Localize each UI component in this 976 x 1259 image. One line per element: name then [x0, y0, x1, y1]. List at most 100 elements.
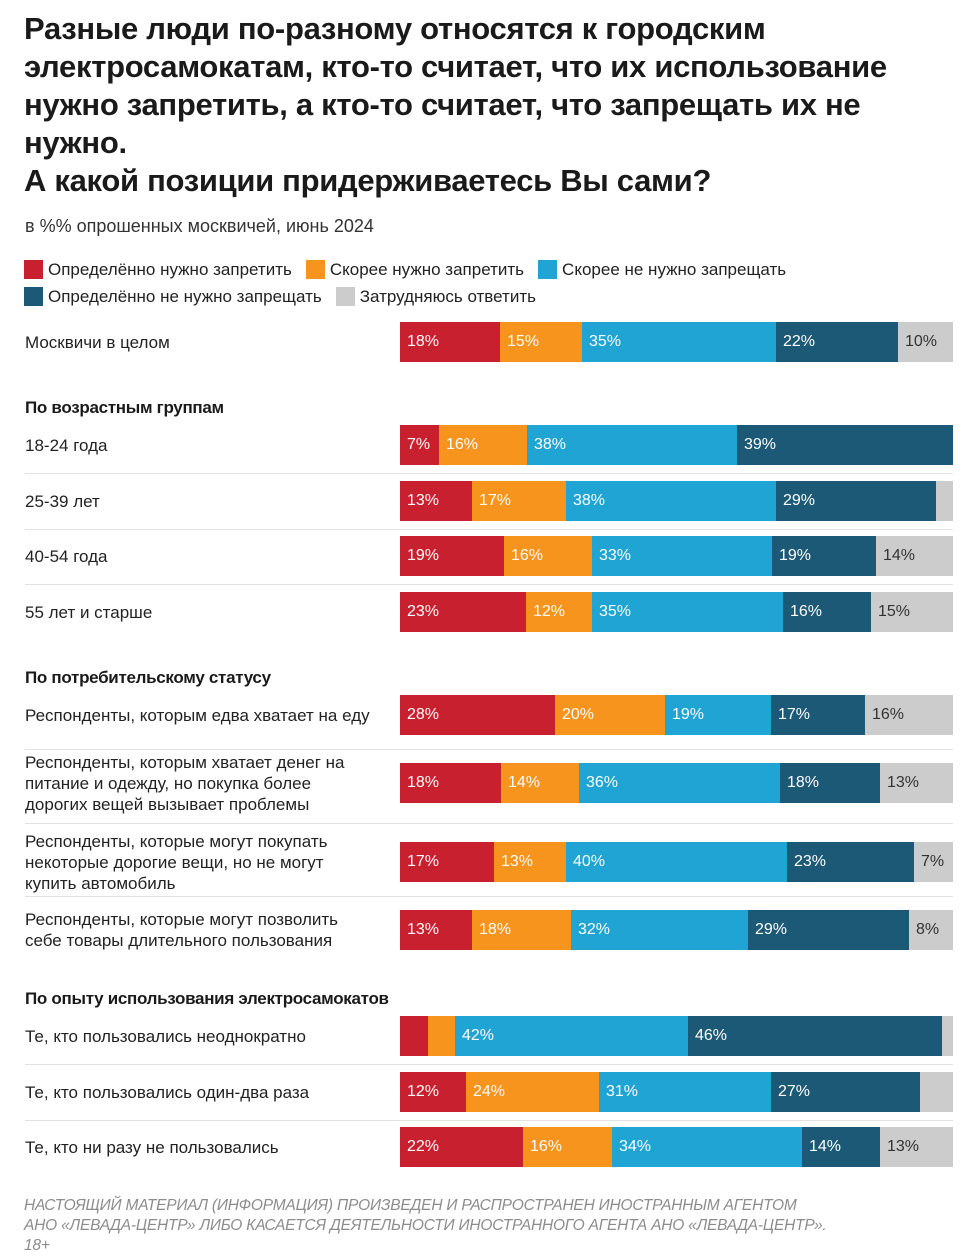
bar-segment: 27% — [771, 1072, 920, 1112]
bar-segment: 23% — [787, 842, 914, 882]
data-label: 38% — [573, 492, 606, 509]
footer-disclaimer: НАСТОЯЩИЙ МАТЕРИАЛ (ИНФОРМАЦИЯ) ПРОИЗВЕД… — [24, 1196, 959, 1256]
legend-item: Определённо нужно запретить — [24, 260, 292, 280]
legend-swatch — [335, 287, 355, 306]
bar-segment: 13% — [880, 1127, 953, 1167]
bar-segment: 24% — [466, 1072, 599, 1112]
data-label: 39% — [744, 436, 777, 453]
data-label: 16% — [790, 603, 823, 620]
data-label: 20% — [562, 706, 595, 723]
data-label: 16% — [530, 1138, 563, 1155]
legend-label: Определённо не нужно запрещать — [48, 286, 322, 306]
bar-segment: 22% — [400, 1127, 523, 1167]
bar-segment: 19% — [400, 536, 504, 576]
row-label-text: Респонденты, которые могут покупать неко… — [25, 831, 328, 893]
bar-segment: 12% — [400, 1072, 466, 1112]
row-label: Респонденты, которые могут позволить себ… — [25, 898, 390, 962]
stacked-bar: 28% 20% 19% 17% 16% — [400, 695, 953, 735]
bar-segment: 29% — [748, 910, 909, 950]
data-label: 18% — [787, 774, 820, 791]
bar-segment: 13% — [400, 481, 472, 521]
row-label-text: Те, кто пользовались неоднократно — [25, 1026, 306, 1046]
bar-segment: 18% — [400, 322, 500, 362]
stacked-bar: 18% 15% 35% 22% 10% — [400, 322, 953, 362]
data-label: 13% — [887, 774, 920, 791]
bar-segment: 18% — [400, 763, 501, 803]
row-label-text: 25-39 лет — [25, 491, 100, 511]
row-label-text: Те, кто пользовались один-два раза — [25, 1082, 310, 1102]
footer-line: 18+ — [24, 1237, 50, 1254]
data-label: 12% — [407, 1083, 440, 1100]
bar-segment: 15% — [871, 592, 953, 632]
data-label: 17% — [479, 492, 512, 509]
bar-segment: 42% — [455, 1016, 688, 1056]
footer-line: НАСТОЯЩИЙ МАТЕРИАЛ (ИНФОРМАЦИЯ) ПРОИЗВЕД… — [24, 1197, 797, 1214]
bar-segment: 7% — [400, 425, 439, 465]
stacked-bar: 12% 24% 31% 27% — [400, 1072, 953, 1112]
bar-segment: 23% — [400, 592, 526, 632]
data-label: 28% — [407, 706, 440, 723]
data-label: 36% — [586, 774, 619, 791]
data-label: 19% — [672, 706, 705, 723]
data-label: 8% — [916, 921, 940, 938]
bar-segment: 31% — [599, 1072, 771, 1112]
chart-title: Разные люди по-разному относятся к город… — [24, 11, 887, 198]
row-label: Москвичи в целом — [25, 310, 390, 374]
bar-segment: 16% — [439, 425, 527, 465]
bar-segment: 34% — [612, 1127, 802, 1167]
bar-segment — [936, 481, 953, 521]
row-label-text: Те, кто ни разу не пользовались — [25, 1137, 279, 1157]
section-title: По возрастным группам — [25, 398, 224, 417]
data-label: 24% — [473, 1083, 506, 1100]
bar-segment: 16% — [783, 592, 871, 632]
bar-segment: 18% — [472, 910, 571, 950]
bar-segment: 22% — [776, 322, 898, 362]
bar-segment: 7% — [914, 842, 953, 882]
section-title: По опыту использования электросамокатов — [25, 989, 389, 1008]
bar-segment: 38% — [527, 425, 737, 465]
row-label-text: Респонденты, которым едва хватает на еду — [25, 705, 370, 725]
stacked-bar: 13% 18% 32% 29% 8% — [400, 910, 953, 950]
bar-segment: 36% — [579, 763, 780, 803]
legend: Определённо нужно запретить Скорее нужно… — [24, 256, 954, 310]
row-label: Респонденты, которым едва хватает на еду — [25, 683, 390, 747]
data-label: 16% — [511, 547, 544, 564]
bar-segment: 13% — [494, 842, 566, 882]
data-label: 10% — [905, 333, 938, 350]
bar-segment: 13% — [880, 763, 953, 803]
data-label: 31% — [606, 1083, 639, 1100]
stacked-bar: 23% 12% 35% 16% 15% — [400, 592, 953, 632]
legend-swatch — [538, 260, 558, 279]
row-label: 25-39 лет — [25, 469, 390, 533]
stacked-bar: 18% 14% 36% 18% 13% — [400, 763, 953, 803]
data-label: 42% — [462, 1027, 495, 1044]
data-label: 32% — [578, 921, 611, 938]
data-label: 16% — [446, 436, 479, 453]
data-label: 17% — [778, 706, 811, 723]
data-label: 23% — [794, 853, 827, 870]
legend-swatch — [305, 260, 325, 279]
data-label: 17% — [407, 853, 440, 870]
data-label: 14% — [809, 1138, 842, 1155]
row-divider — [25, 749, 953, 750]
stacked-bar: 13% 17% 38% 29% — [400, 481, 953, 521]
data-label: 13% — [407, 492, 440, 509]
data-label: 15% — [507, 333, 540, 350]
row-label-text: 55 лет и старше — [25, 602, 153, 622]
row-divider — [25, 896, 953, 897]
data-label: 29% — [755, 921, 788, 938]
row-label: 40-54 года — [25, 524, 390, 588]
data-label: 14% — [508, 774, 541, 791]
row-label: Те, кто пользовались неоднократно — [25, 1004, 390, 1068]
bar-segment: 10% — [898, 322, 953, 362]
row-label: Респонденты, которым хватает денег на пи… — [25, 751, 390, 815]
data-label: 46% — [695, 1027, 728, 1044]
bar-segment: 19% — [665, 695, 771, 735]
stacked-bar: 42% 46% — [400, 1016, 953, 1056]
bar-segment: 29% — [776, 481, 936, 521]
bar-segment — [400, 1016, 428, 1056]
data-label: 35% — [589, 333, 622, 350]
row-divider — [25, 823, 953, 824]
bar-segment: 14% — [802, 1127, 880, 1167]
